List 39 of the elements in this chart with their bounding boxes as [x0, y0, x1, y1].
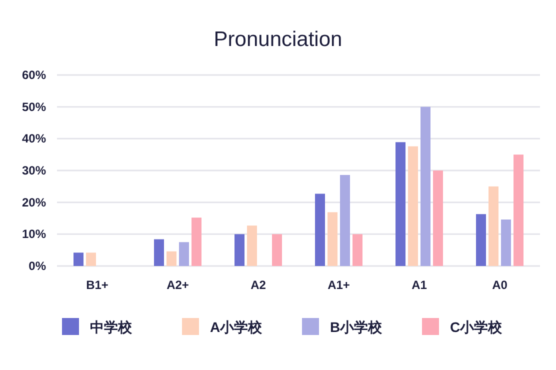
bar	[488, 186, 498, 266]
legend-label: B小学校	[330, 319, 384, 335]
legend-label: 中学校	[90, 319, 133, 335]
bar	[74, 252, 84, 266]
bar	[328, 212, 338, 266]
x-tick-label: A1+	[328, 278, 350, 292]
bar	[234, 234, 244, 266]
bar	[272, 234, 282, 266]
bar	[476, 214, 486, 266]
bar	[315, 194, 325, 266]
bar	[166, 251, 176, 266]
bar	[433, 170, 443, 266]
y-tick-label: 50%	[22, 100, 46, 114]
bar	[179, 242, 189, 266]
legend-label: A小学校	[210, 319, 264, 335]
bar	[420, 106, 430, 266]
y-tick-label: 20%	[22, 195, 46, 210]
bar	[501, 220, 511, 266]
bar	[86, 252, 96, 266]
bar	[408, 146, 418, 266]
bar	[154, 239, 164, 266]
x-tick-label: A1	[412, 278, 428, 292]
bar	[340, 174, 350, 266]
x-tick-label: B1+	[86, 278, 108, 292]
bar	[514, 154, 524, 266]
y-tick-label: 40%	[22, 132, 46, 146]
bar	[247, 226, 257, 266]
bar	[396, 142, 406, 266]
legend-label: C小学校	[450, 319, 504, 335]
y-tick-label: 0%	[28, 259, 46, 273]
bar	[352, 234, 362, 266]
bar	[192, 218, 202, 266]
y-tick-label: 10%	[22, 227, 46, 242]
x-tick-label: A2	[250, 278, 266, 292]
x-tick-label: A2+	[166, 278, 189, 292]
y-tick-label: 30%	[22, 164, 46, 178]
y-tick-label: 60%	[22, 68, 46, 82]
chart-title: Pronunciation	[214, 28, 342, 51]
x-tick-label: A0	[492, 278, 508, 292]
